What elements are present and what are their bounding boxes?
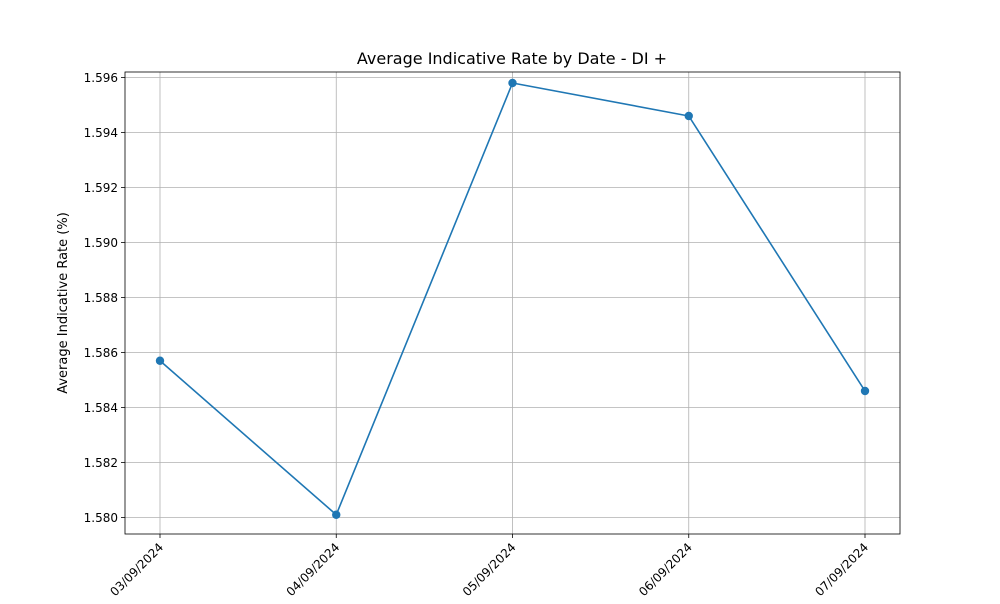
y-tick-label: 1.590	[84, 236, 118, 250]
data-point	[332, 510, 341, 519]
data-point	[684, 111, 693, 121]
data-series	[155, 78, 870, 519]
y-tick-label: 1.582	[84, 456, 118, 470]
grid-lines	[125, 72, 900, 534]
data-point	[860, 386, 870, 396]
plot-frame	[124, 71, 901, 535]
x-tick-label: 06/09/2024	[636, 540, 695, 599]
x-tick-label: 03/09/2024	[107, 540, 166, 599]
y-tick-label: 1.584	[84, 401, 118, 415]
y-tick-label: 1.580	[84, 511, 118, 525]
y-tick-label: 1.594	[84, 126, 118, 140]
axes	[121, 71, 901, 538]
x-tick-label: 07/09/2024	[812, 540, 871, 599]
y-axis-label: Average Indicative Rate (%)	[56, 212, 71, 394]
data-point	[155, 356, 165, 365]
x-tick-label: 04/09/2024	[284, 540, 343, 599]
y-tick-label: 1.596	[84, 71, 118, 85]
data-point	[508, 78, 517, 88]
x-tick-label: 05/09/2024	[460, 540, 519, 599]
tick-labels: 03/09/2024 04/09/2024 05/09/2024 06/09/2024…	[84, 71, 871, 599]
chart-title: Average Indicative Rate by Date - DI +	[357, 49, 667, 68]
y-tick-label: 1.586	[84, 346, 118, 360]
y-tick-label: 1.592	[84, 181, 118, 195]
y-tick-label: 1.588	[84, 291, 118, 305]
